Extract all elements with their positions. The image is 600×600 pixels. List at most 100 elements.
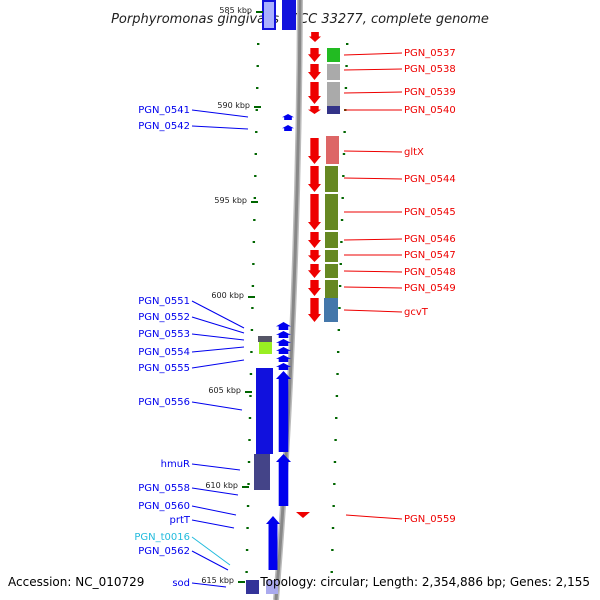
label-leader-line xyxy=(191,316,245,334)
gene-reverse-arrow xyxy=(308,264,321,278)
gene-forward-arrow xyxy=(276,371,291,452)
left-tick-dot xyxy=(246,505,250,507)
gene-reverse-arrow xyxy=(308,64,321,80)
right-tick-dot xyxy=(332,505,335,507)
left-tick-dot xyxy=(248,417,252,419)
left-tick-dot xyxy=(254,175,257,177)
gene-label-left: PGN_0554 xyxy=(138,347,190,358)
left-tick-dot xyxy=(249,373,253,375)
gene-forward-partial-shade xyxy=(264,2,274,28)
gene-label-right: PGN_0539 xyxy=(404,87,456,98)
gene-reverse-arrow xyxy=(308,232,321,248)
left-tick-dot xyxy=(245,549,249,551)
scale-tick xyxy=(245,391,252,393)
right-tick-dot xyxy=(341,197,344,199)
gene-label-right: PGN_0537 xyxy=(404,48,456,59)
left-tick-dot xyxy=(248,439,251,441)
gene-label-right: PGN_0547 xyxy=(404,250,456,261)
left-tick-dot xyxy=(254,153,257,155)
right-tick-dot xyxy=(334,439,337,441)
left-tick-dot xyxy=(251,285,255,287)
gene-label-left: PGN_0542 xyxy=(138,121,190,132)
left-tick-dot xyxy=(246,527,249,529)
annotation-block xyxy=(259,342,272,354)
scale-label: 600 kbp xyxy=(211,291,244,300)
gene-forward-arrow xyxy=(276,363,291,370)
label-leader-line xyxy=(343,68,403,71)
left-tick-dot xyxy=(257,43,260,45)
right-tick-dot xyxy=(343,131,346,133)
scale-tick xyxy=(242,486,249,488)
gene-label-right: PGN_0546 xyxy=(404,234,456,245)
label-leader-line xyxy=(343,286,403,289)
label-leader-line xyxy=(343,270,403,273)
right-tick-dot xyxy=(333,483,336,485)
label-leader-line xyxy=(191,463,241,471)
left-tick-dot xyxy=(253,197,257,199)
scale-tick xyxy=(251,201,258,203)
gene-track xyxy=(246,0,340,594)
scale-label: 590 kbp xyxy=(217,101,250,110)
right-tick-dot xyxy=(340,219,344,221)
gene-label-right: PGN_0545 xyxy=(404,207,456,218)
gene-label-left: PGN_0541 xyxy=(138,105,190,116)
right-tick-dot xyxy=(338,307,341,309)
topology-summary: Topology: circular; Length: 2,354,886 bp… xyxy=(259,575,590,589)
right-tick-dot xyxy=(333,461,337,463)
annotation-block xyxy=(326,136,339,164)
label-leader-line xyxy=(343,52,403,56)
right-tick-dot xyxy=(346,43,349,45)
left-tick-dot xyxy=(252,241,256,243)
gene-label-left: PGN_0558 xyxy=(138,483,190,494)
gene-forward-arrow xyxy=(282,125,294,131)
gene-label-right: PGN_0548 xyxy=(404,267,456,278)
annotation-block xyxy=(327,48,340,62)
gene-label-right: gltX xyxy=(404,147,424,158)
gene-reverse-arrow xyxy=(308,194,321,230)
left-tick-dot xyxy=(250,329,254,331)
right-tick-dot xyxy=(345,65,348,67)
label-leader-line xyxy=(191,519,235,529)
gene-reverse-arrow xyxy=(308,166,321,192)
annotation-block xyxy=(266,580,278,594)
scale-label: 605 kbp xyxy=(208,386,241,395)
backbone-shadow xyxy=(273,0,303,600)
annotation-block xyxy=(325,166,338,192)
annotation-block xyxy=(327,64,340,80)
right-tick-dot xyxy=(335,395,339,397)
scale-label: 615 kbp xyxy=(201,576,234,585)
gene-label-left: PGN_0553 xyxy=(138,329,190,340)
gene-forward-arrow xyxy=(276,355,291,362)
scale-label: 610 kbp xyxy=(205,481,238,490)
label-leader-line xyxy=(191,550,229,571)
gene-label-right: gcvT xyxy=(404,307,429,318)
scale-tick xyxy=(238,581,245,583)
left-tick-dot xyxy=(245,571,248,573)
left-tick-dot xyxy=(250,351,253,353)
annotation-block xyxy=(325,264,338,278)
scale-marks: 585 kbp 590 kbp 595 kbp 600 kbp 605 kbp 610 k… xyxy=(201,6,263,585)
gene-label-right: PGN_0549 xyxy=(404,283,456,294)
gene-label-right: PGN_0544 xyxy=(404,174,456,185)
annotation-block xyxy=(256,368,273,454)
gene-forward-arrow xyxy=(276,347,291,354)
label-leader-line xyxy=(191,109,249,118)
left-tick-dot xyxy=(256,87,259,89)
gene-label-left: PGN_0562 xyxy=(138,546,190,557)
gene-reverse-arrow xyxy=(308,48,321,62)
gene-forward-arrow xyxy=(266,516,280,570)
gene-reverse-arrow xyxy=(308,82,321,104)
right-tick-dot xyxy=(342,153,346,155)
left-tick-dot xyxy=(255,109,258,111)
gene-forward-arrow xyxy=(276,322,291,330)
label-leader-line xyxy=(343,91,403,94)
label-leader-line xyxy=(191,536,231,566)
label-leader-line xyxy=(345,514,403,520)
gene-label-left: prtT xyxy=(170,515,191,526)
right-tick-dot xyxy=(336,373,339,375)
label-leader-line xyxy=(191,346,245,353)
right-tick-dot xyxy=(338,285,342,287)
left-tick-dot xyxy=(253,219,256,221)
right-tick-dot xyxy=(342,175,345,177)
left-tick-dot xyxy=(256,65,259,67)
